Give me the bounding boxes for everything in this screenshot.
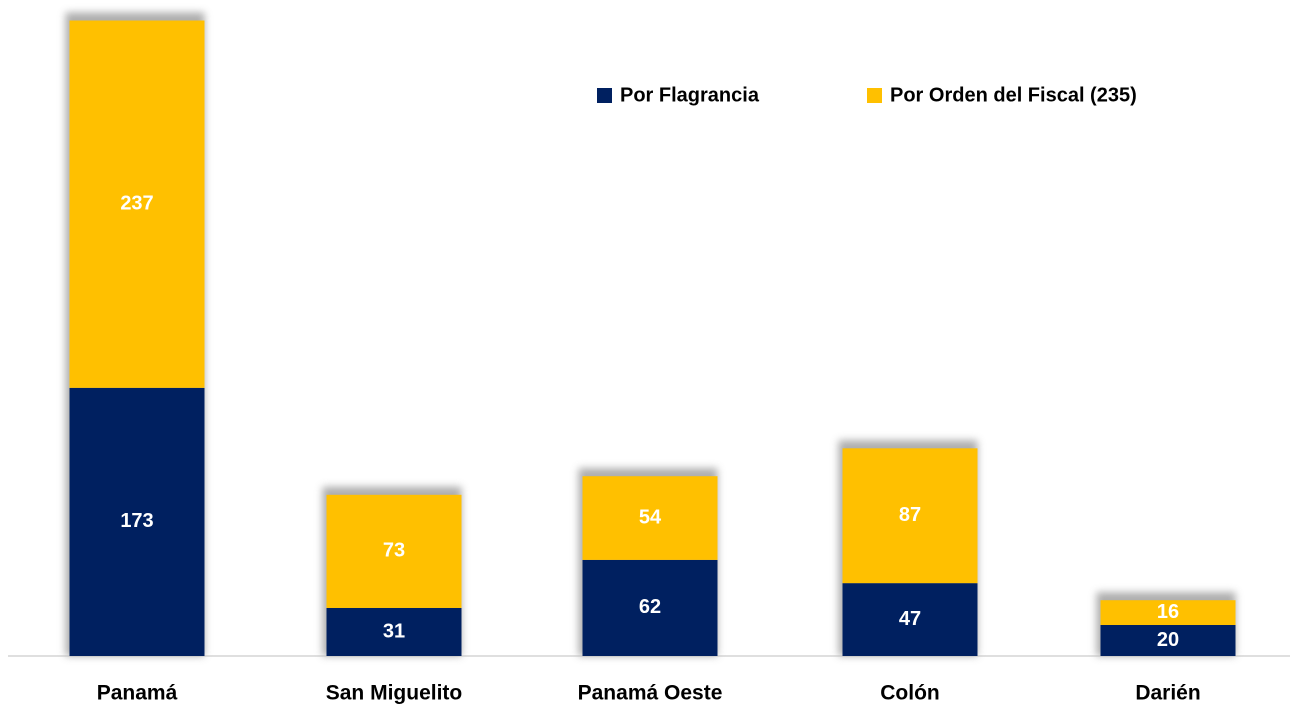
x-tick-label: Panamá	[97, 682, 178, 705]
legend-swatch	[597, 88, 612, 103]
x-tick-label: San Miguelito	[326, 682, 463, 705]
value-label: 20	[1157, 629, 1179, 651]
bar-segment	[326, 494, 462, 608]
value-label: 73	[383, 540, 405, 562]
value-label: 173	[120, 510, 153, 532]
x-tick-label: Colón	[880, 682, 939, 705]
bar-segment	[1100, 625, 1236, 656]
bar-segment	[582, 476, 718, 560]
value-label: 54	[639, 506, 662, 528]
bar-segment	[69, 20, 205, 388]
x-tick-label: Darién	[1135, 682, 1200, 705]
value-label: 47	[899, 608, 921, 630]
legend-swatch	[867, 88, 882, 103]
bar-segment	[326, 607, 462, 656]
bar-segment	[842, 448, 978, 584]
value-label: 31	[383, 620, 405, 642]
bar-segment	[842, 583, 978, 656]
x-tick-label: Panamá Oeste	[578, 682, 723, 705]
bar-segment	[582, 559, 718, 656]
value-label: 87	[899, 504, 921, 526]
value-label: 16	[1157, 601, 1179, 623]
legend-label: Por Orden del Fiscal (235)	[890, 84, 1137, 106]
value-label: 62	[639, 596, 661, 618]
legend-label: Por Flagrancia	[620, 84, 760, 106]
bar-segment	[1100, 600, 1236, 625]
bar-segment	[69, 387, 205, 656]
value-label: 237	[120, 192, 153, 214]
